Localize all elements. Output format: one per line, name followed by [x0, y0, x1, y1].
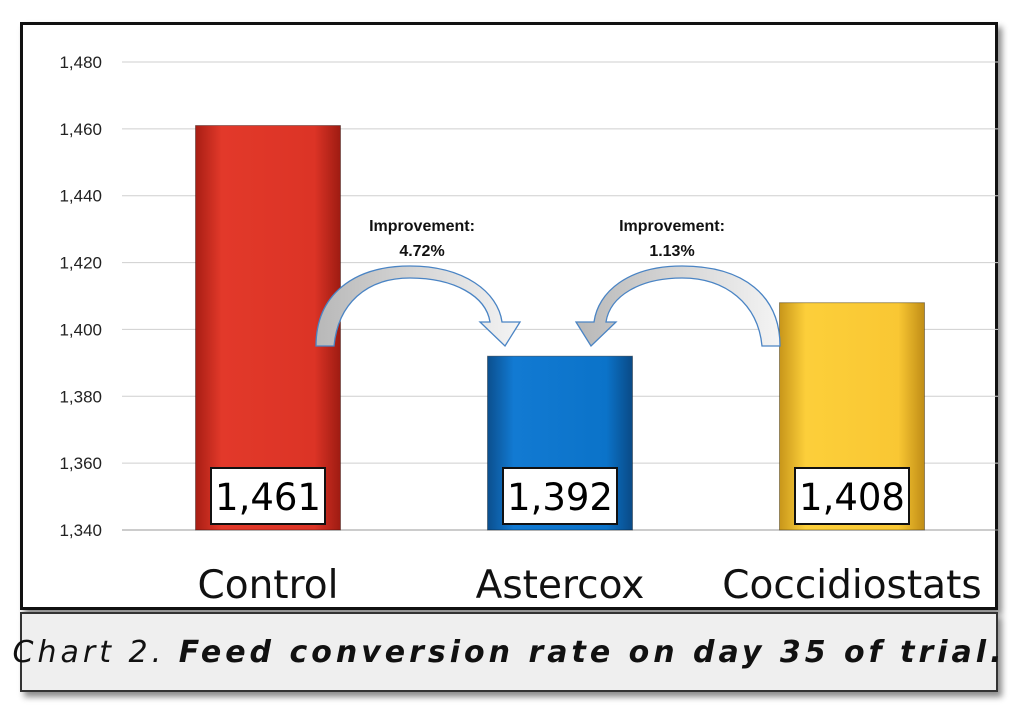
- y-tick-label: 1,400: [59, 320, 102, 339]
- x-tick-label: Astercox: [476, 563, 645, 608]
- x-tick-label: Control: [198, 563, 339, 608]
- annotation-value: 1.13%: [649, 243, 694, 260]
- improvement-arrow-left: [315, 265, 522, 348]
- x-tick-label: Coccidiostats: [722, 563, 981, 608]
- y-tick-label: 1,380: [59, 387, 102, 406]
- caption-text: Feed conversion rate on day 35 of trial.: [178, 634, 1006, 670]
- data-label-box: [210, 467, 326, 525]
- bar-chart: 1,340 1,360 1,380 1,400 1,420 1,440 1,460 1,480…: [59, 53, 998, 608]
- annotation-title: Improvement:: [369, 218, 475, 235]
- data-label: 1,408: [799, 476, 905, 519]
- y-tick-label: 1,420: [59, 254, 102, 273]
- data-label: 1,392: [507, 476, 613, 519]
- data-label: 1,461: [215, 476, 321, 519]
- bar-control: [195, 125, 341, 531]
- caption-box: Chart 2. Feed conversion rate on day 35 …: [13, 612, 1001, 692]
- y-tick-label: 1,340: [59, 521, 102, 540]
- y-tick-label: 1,440: [59, 187, 102, 206]
- improvement-arrows: Improvement: 4.72% Improvement: 1.13%: [315, 218, 781, 348]
- improvement-arrow-right: [574, 265, 781, 348]
- y-tick-label: 1,460: [59, 120, 102, 139]
- y-tick-label: 1,480: [59, 53, 102, 72]
- caption-prefix: Chart 2.: [12, 634, 166, 670]
- annotation-value: 4.72%: [399, 243, 444, 260]
- data-label-box: [794, 467, 910, 525]
- y-tick-label: 1,360: [59, 454, 102, 473]
- annotation-title: Improvement:: [619, 218, 725, 235]
- x-axis-labels: Control Astercox Coccidiostats: [198, 563, 982, 608]
- chart-caption: Chart 2. Feed conversion rate on day 35 …: [13, 635, 1006, 670]
- data-labels: 1,461 1,392 1,408: [210, 467, 910, 525]
- data-label-box: [502, 467, 618, 525]
- y-axis-ticks: 1,340 1,360 1,380 1,400 1,420 1,440 1,460 1,480: [59, 53, 102, 540]
